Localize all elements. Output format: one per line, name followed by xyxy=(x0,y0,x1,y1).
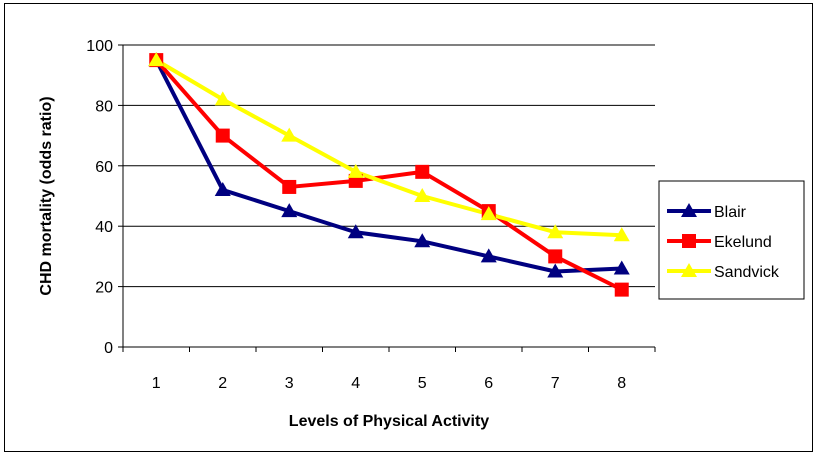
legend-label-blair: Blair xyxy=(714,204,747,221)
series-line-ekelund xyxy=(154,58,623,292)
series-line-sandvick xyxy=(155,58,622,238)
x-tick-label: 6 xyxy=(484,375,493,392)
y-tick-label: 60 xyxy=(95,159,113,176)
point-sandvick xyxy=(214,91,231,106)
point-blair xyxy=(214,181,231,196)
point-sandvick xyxy=(480,206,497,221)
point-ekelund xyxy=(282,179,297,194)
point-ekelund xyxy=(614,282,629,297)
x-tick-label: 2 xyxy=(218,375,227,392)
legend-label-sandvick: Sandvick xyxy=(714,264,780,281)
legend-label-ekelund: Ekelund xyxy=(714,234,772,251)
y-tick-label: 20 xyxy=(95,280,113,297)
legend: Blair Ekelund Sandvick xyxy=(658,180,805,300)
point-blair xyxy=(613,260,630,275)
x-tick-label: 1 xyxy=(152,375,161,392)
series-lines xyxy=(148,52,630,297)
x-tick-labels: 1 2 3 4 5 6 7 8 xyxy=(152,375,627,392)
point-blair xyxy=(414,233,431,248)
legend-marker-sandvick xyxy=(681,263,697,277)
x-tick-label: 5 xyxy=(418,375,427,392)
point-blair xyxy=(347,224,364,239)
y-tick-label: 0 xyxy=(104,340,113,357)
point-blair xyxy=(281,203,298,218)
x-axis-title: Levels of Physical Activity xyxy=(289,413,489,430)
point-blair xyxy=(547,263,564,278)
y-tick-label: 80 xyxy=(95,98,113,115)
legend-marker-ekelund xyxy=(682,234,696,248)
point-sandvick xyxy=(148,52,165,67)
point-sandvick xyxy=(547,224,564,239)
x-tick-label: 3 xyxy=(285,375,294,392)
y-axis-title: CHD mortality (odds ratio) xyxy=(38,96,55,295)
point-ekelund xyxy=(548,249,563,264)
x-tick-label: 7 xyxy=(551,375,560,392)
point-sandvick xyxy=(414,188,431,202)
x-tick-label: 4 xyxy=(351,375,360,392)
axes xyxy=(118,44,656,352)
point-ekelund xyxy=(415,164,430,179)
point-sandvick xyxy=(281,127,298,142)
x-tick-label: 8 xyxy=(617,375,626,392)
point-blair xyxy=(480,248,497,263)
y-tick-label: 40 xyxy=(95,219,113,236)
y-tick-label: 100 xyxy=(86,38,113,55)
legend-marker-blair xyxy=(681,203,697,217)
point-ekelund xyxy=(215,128,230,143)
y-tick-labels: 0 20 40 60 80 100 xyxy=(86,38,113,357)
series-line-blair xyxy=(154,59,622,274)
point-sandvick xyxy=(613,227,630,242)
point-sandvick xyxy=(347,163,364,178)
plot-area xyxy=(123,45,655,347)
